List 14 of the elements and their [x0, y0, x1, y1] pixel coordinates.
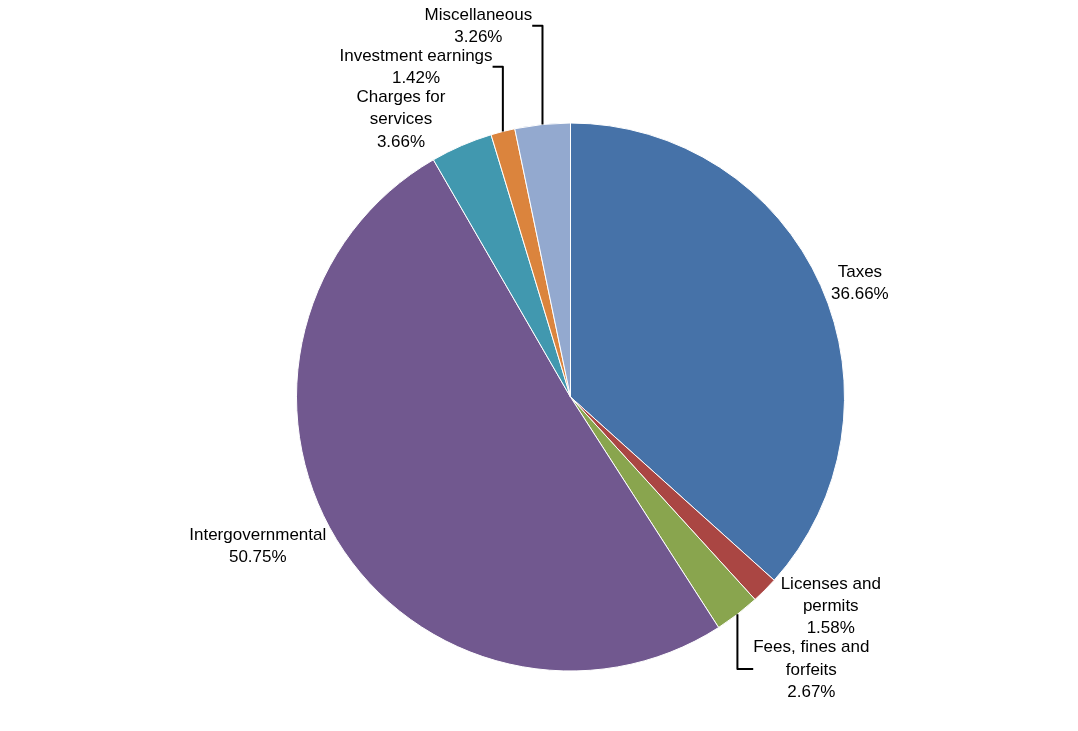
- slice-label: Miscellaneous: [424, 5, 533, 25]
- data-label: 1.42%: [391, 68, 441, 88]
- data-label: 1.58%: [806, 618, 855, 638]
- slice-label: Fees, fines and forfeits: [753, 637, 870, 679]
- slice-label: Licenses and permits: [780, 574, 881, 616]
- data-label: 50.75%: [228, 546, 287, 566]
- data-label: 36.66%: [831, 283, 889, 303]
- slice-label: Charges for services: [356, 87, 446, 129]
- slice-label: Investment earnings: [339, 46, 493, 66]
- data-label: 2.67%: [787, 681, 836, 701]
- data-label: 3.26%: [454, 27, 503, 47]
- slice-label: Taxes: [837, 261, 883, 281]
- data-label: 3.66%: [376, 131, 426, 151]
- slice-label: Intergovernmental: [189, 524, 327, 544]
